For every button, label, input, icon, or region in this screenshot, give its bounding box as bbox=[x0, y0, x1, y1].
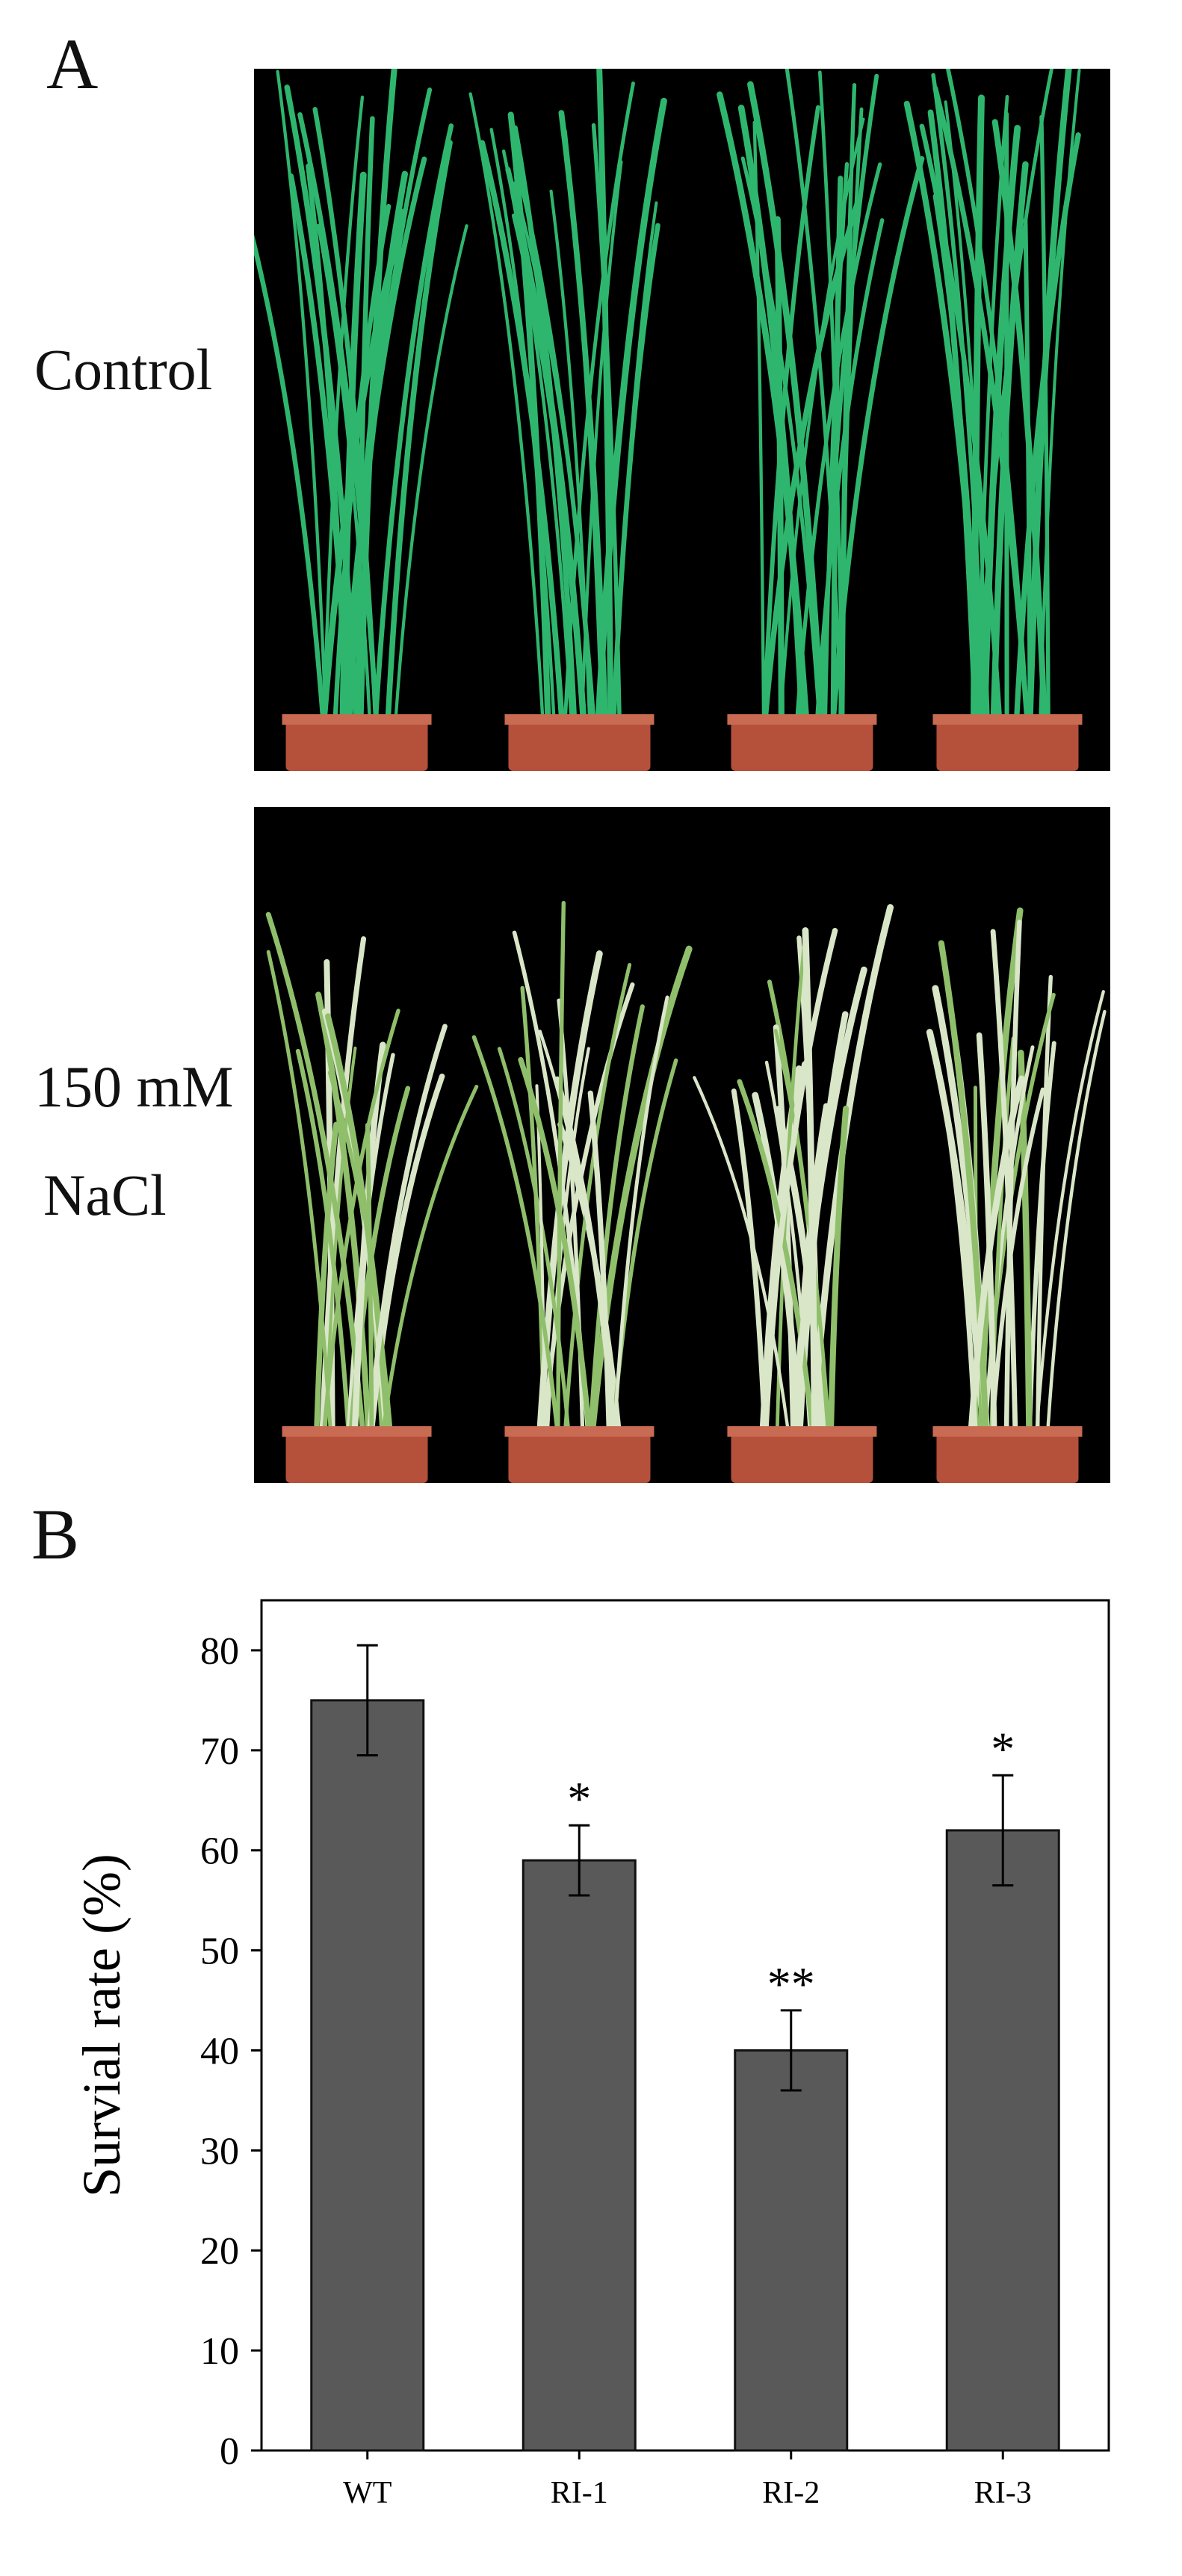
pot-rim bbox=[932, 714, 1083, 725]
y-tick-label: 80 bbox=[200, 1630, 239, 1673]
plant-group bbox=[254, 69, 468, 771]
pot bbox=[285, 1431, 428, 1483]
control-photo bbox=[254, 69, 1110, 771]
plot-frame bbox=[260, 1599, 1110, 2452]
plant-group bbox=[693, 904, 894, 1483]
panel-b-label: B bbox=[31, 1494, 80, 1574]
x-tick-label: RI-2 bbox=[762, 2476, 820, 2510]
y-tick-label: 70 bbox=[200, 1730, 239, 1773]
plant-group bbox=[717, 69, 925, 771]
bar-ri-1 bbox=[522, 1859, 637, 2452]
pot bbox=[731, 1431, 873, 1483]
bar-ri-3 bbox=[945, 1829, 1060, 2452]
control-label: Control bbox=[34, 337, 213, 402]
y-tick-label: 60 bbox=[200, 1830, 239, 1873]
plant-group bbox=[471, 900, 693, 1483]
y-tick-label: 50 bbox=[200, 1931, 239, 1973]
x-tick-label: WT bbox=[343, 2476, 392, 2510]
pot bbox=[285, 719, 428, 771]
pot-rim bbox=[727, 1426, 877, 1437]
pot bbox=[508, 1431, 651, 1483]
pot bbox=[936, 1431, 1079, 1483]
y-axis-label: Survial rate (%) bbox=[72, 1854, 131, 2197]
salt-plants-image bbox=[265, 900, 1107, 1483]
pot-rim bbox=[932, 1426, 1083, 1437]
survival-rate-chart: Survial rate (%) 0 10 20 30 40 50 60 70 80 WT * RI-… bbox=[72, 1599, 1110, 2510]
pot-rim bbox=[504, 1426, 655, 1437]
x-tick-label: RI-1 bbox=[551, 2476, 608, 2510]
significance-marker: * bbox=[567, 1772, 591, 1825]
bar-wt bbox=[310, 1699, 425, 2452]
salt-label-line1: 150 mM bbox=[34, 1054, 234, 1119]
plant-group bbox=[903, 69, 1083, 771]
pot bbox=[731, 719, 873, 771]
y-tick-label: 10 bbox=[200, 2330, 239, 2373]
x-tick-label: RI-3 bbox=[974, 2476, 1032, 2510]
pot bbox=[508, 719, 651, 771]
pot bbox=[936, 719, 1079, 771]
y-tick-label: 30 bbox=[200, 2130, 239, 2173]
salt-photo bbox=[254, 807, 1110, 1483]
pot-rim bbox=[282, 1426, 432, 1437]
salt-label-line2: NaCl bbox=[43, 1162, 167, 1227]
panel-a-label: A bbox=[46, 24, 99, 104]
y-tick-label: 20 bbox=[200, 2230, 239, 2273]
pot-rim bbox=[504, 714, 655, 725]
bar-ri-2 bbox=[734, 2049, 849, 2452]
significance-marker: * bbox=[991, 1722, 1015, 1775]
pot-rim bbox=[727, 714, 877, 725]
pot-rim bbox=[282, 714, 432, 725]
y-tick-label: 40 bbox=[200, 2030, 239, 2072]
significance-marker: ** bbox=[767, 1957, 815, 2010]
y-tick-label: 0 bbox=[220, 2430, 239, 2473]
control-plants-image bbox=[254, 69, 1083, 771]
plant-group bbox=[468, 69, 667, 771]
plant-group bbox=[926, 907, 1107, 1483]
plant-group bbox=[265, 911, 479, 1483]
